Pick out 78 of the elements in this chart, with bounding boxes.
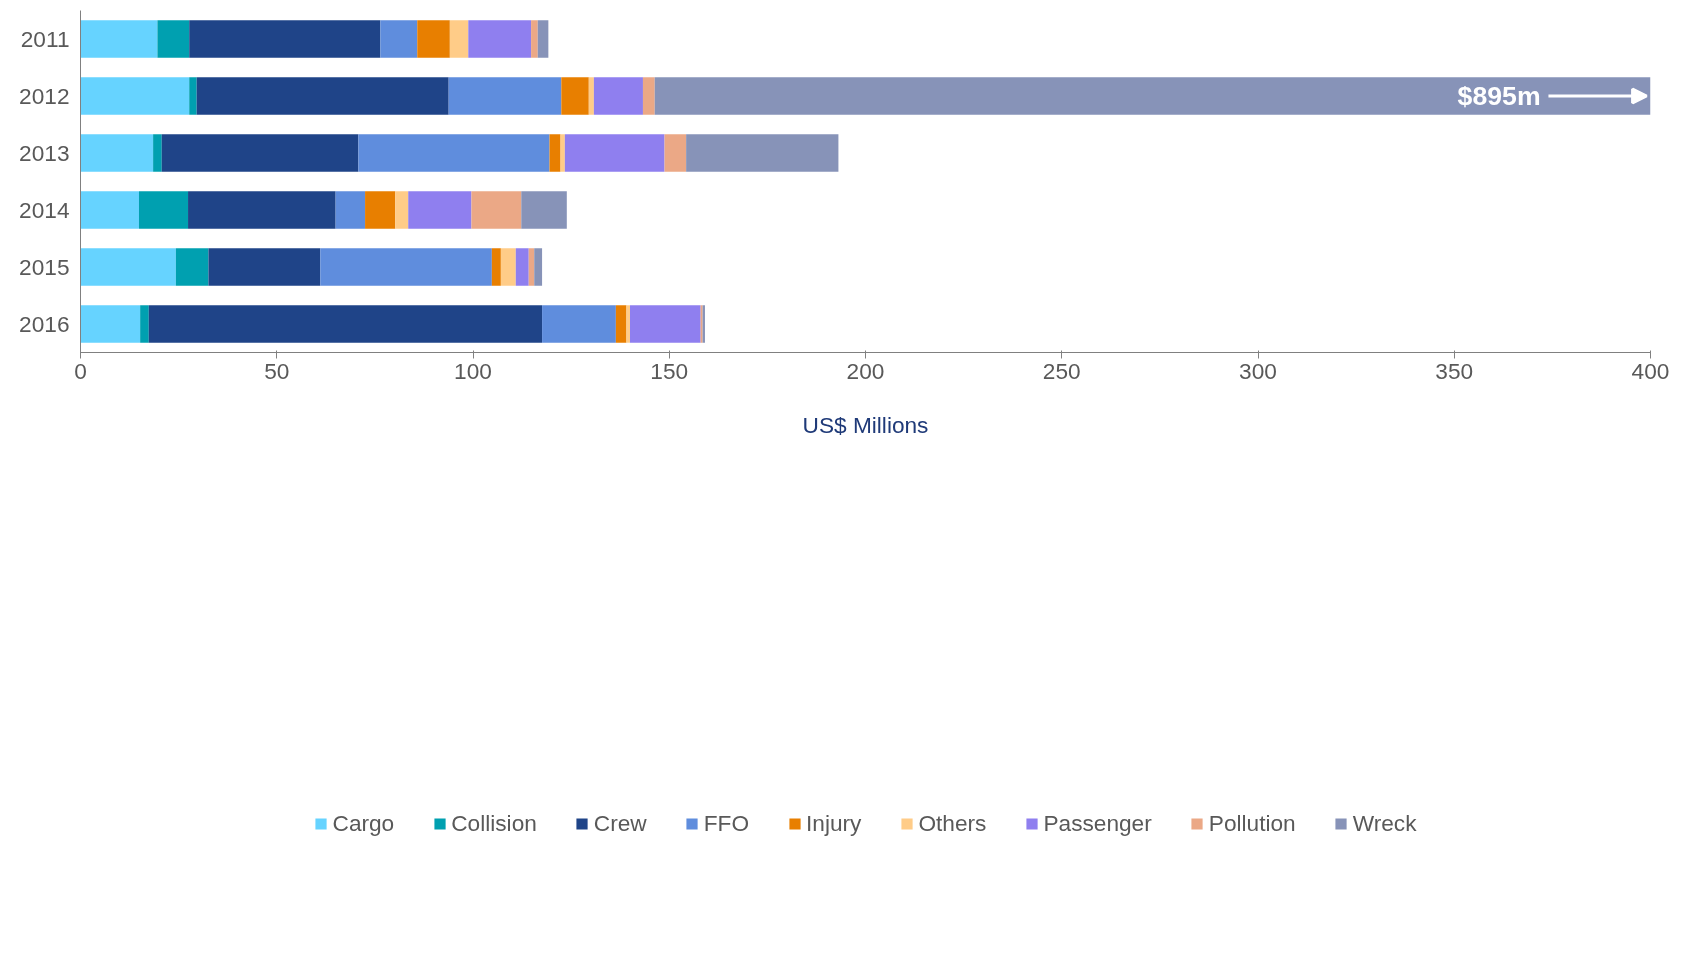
legend-label: Others	[918, 809, 987, 837]
annotation: $895m	[1457, 81, 1541, 111]
x-tick-label: 200	[846, 357, 885, 384]
bar	[320, 248, 492, 286]
bar	[626, 305, 630, 343]
bar	[175, 248, 209, 286]
bar	[534, 248, 543, 286]
bar	[358, 134, 550, 172]
legend-label: Collision	[451, 809, 537, 837]
bar	[500, 248, 516, 286]
bar	[80, 191, 139, 229]
bar	[157, 20, 190, 58]
bar	[380, 20, 418, 58]
bar	[417, 20, 450, 58]
y-tick-label: 2014	[19, 196, 70, 223]
legend-label: Cargo	[332, 809, 395, 837]
bar	[188, 191, 336, 229]
bar	[491, 248, 501, 286]
legend-label: Passenger	[1043, 809, 1152, 837]
bar	[80, 134, 154, 172]
bar	[153, 134, 162, 172]
bar	[630, 305, 701, 343]
bar	[365, 191, 396, 229]
legend-label: Wreck	[1352, 809, 1417, 837]
bar	[189, 20, 381, 58]
bar	[561, 77, 589, 115]
x-axis-title: US$ Millions	[802, 411, 929, 438]
bar	[161, 134, 359, 172]
bar	[449, 20, 469, 58]
bar	[80, 20, 158, 58]
bar	[686, 134, 839, 172]
bar	[560, 134, 565, 172]
bar	[80, 248, 176, 286]
bar	[537, 20, 549, 58]
bar	[80, 305, 141, 343]
x-tick-label: 400	[1631, 357, 1670, 384]
bar	[664, 134, 687, 172]
x-tick-label: 300	[1239, 357, 1277, 384]
bar	[471, 191, 522, 229]
x-tick-label: 0	[74, 357, 87, 384]
bar	[80, 77, 190, 115]
y-tick-label: 2016	[19, 310, 70, 337]
legend-label: Crew	[593, 809, 647, 837]
bar	[189, 77, 197, 115]
x-tick-label: 100	[454, 357, 492, 384]
x-tick-label: 250	[1042, 357, 1081, 384]
bar	[208, 248, 321, 286]
bar	[408, 191, 472, 229]
bar	[335, 191, 366, 229]
bar	[448, 77, 562, 115]
bar	[515, 248, 529, 286]
bar	[395, 191, 409, 229]
bar	[196, 77, 449, 115]
legend-label: FFO	[703, 809, 750, 837]
bar	[564, 134, 665, 172]
bar	[148, 305, 543, 343]
y-tick-label: 2011	[20, 25, 70, 52]
x-tick-label: 50	[264, 357, 290, 384]
bar	[521, 191, 567, 229]
bar	[642, 77, 655, 115]
bar	[593, 77, 643, 115]
y-tick-label: 2015	[19, 253, 70, 280]
bar	[531, 20, 538, 58]
bar	[140, 305, 149, 343]
bar	[654, 77, 1651, 115]
legend-label: Pollution	[1208, 809, 1296, 837]
bar	[138, 191, 189, 229]
x-tick-label: 150	[650, 357, 689, 384]
x-tick-label: 350	[1435, 357, 1474, 384]
bar	[542, 305, 616, 343]
bar	[549, 134, 561, 172]
y-tick-label: 2013	[19, 139, 70, 166]
bar	[615, 305, 627, 343]
bar	[528, 248, 535, 286]
bar	[468, 20, 532, 58]
bar	[588, 77, 594, 115]
y-tick-label: 2012	[19, 82, 70, 109]
legend-label: Injury	[806, 809, 862, 837]
